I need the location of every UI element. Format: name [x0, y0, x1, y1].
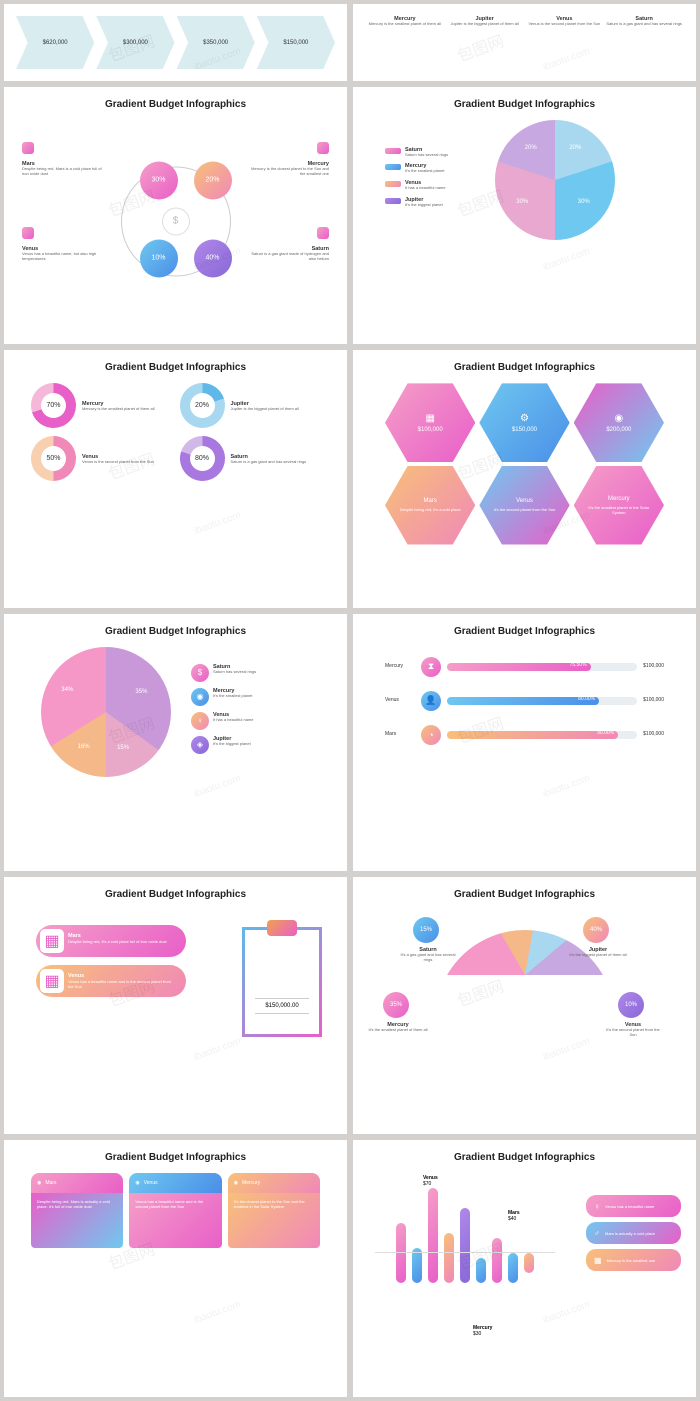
chart-column	[428, 1188, 438, 1283]
pill-item: ▦MarsDespite being red, it's a cold plac…	[36, 925, 186, 957]
planet-item: MercuryMercury is the smallest planet of…	[365, 16, 445, 27]
ring-bubble: 40%	[194, 239, 232, 277]
calculator-icon: ▦	[40, 969, 64, 993]
slide-pills: Gradient Budget Infographics ▦MarsDespit…	[4, 877, 347, 1134]
chart-column	[444, 1233, 454, 1283]
legend-item: VenusIt has a beautiful name	[385, 180, 475, 191]
calculator-icon: ▦	[40, 929, 64, 953]
chart-column	[508, 1253, 518, 1283]
hex-item: ◉$200,000	[574, 383, 664, 462]
info-card: ♀Venus has a beautiful name	[586, 1195, 681, 1217]
slide-title: Gradient Budget Infographics	[16, 362, 335, 373]
slide-donuts: Gradient Budget Infographics 70%MercuryM…	[4, 350, 347, 607]
hex-item: VenusIt's the second planet from the Sun	[479, 466, 569, 545]
slide-title: Gradient Budget Infographics	[365, 1152, 684, 1163]
chart-label: Mars$40	[508, 1210, 520, 1222]
legend-item: $SaturnSaturn has several rings	[191, 664, 256, 682]
legend-item: MercuryIt's the smallest planet	[385, 163, 475, 174]
hex-item: MercuryIt's the smallest planet in the S…	[574, 466, 664, 545]
legend-item: ◉MercuryIt's the smallest planet	[191, 688, 256, 706]
planet-item: SaturnSaturn is a gas giant and has seve…	[604, 16, 684, 27]
slide-columns: Gradient Budget Infographics ♀Venus has …	[353, 1140, 696, 1397]
side-label: MarsDespite being red, Mars is a cold pl…	[22, 142, 102, 177]
clipboard: $150,000.00	[242, 927, 322, 1037]
slide-cards3: Gradient Budget Infographics ◉MarsDespit…	[4, 1140, 347, 1397]
column-chart	[375, 1173, 555, 1283]
pill-item: ▦VenusVenus has a beautiful name and is …	[36, 965, 186, 997]
slide-semi: Gradient Budget Infographics 15% SaturnI…	[353, 877, 696, 1134]
slide-grid: $620,000 $300,000 $350,000 $150,000 包图网i…	[4, 4, 696, 1397]
corner-label: MercuryIt's the smallest planet of them …	[368, 1022, 428, 1033]
pie-chart: 35%15%16%34%	[41, 647, 171, 777]
chart-column	[524, 1253, 534, 1273]
hex-item: ▦$100,000	[385, 383, 475, 462]
slide-title: Gradient Budget Infographics	[16, 889, 335, 900]
slide-arrows: $620,000 $300,000 $350,000 $150,000 包图网i…	[4, 4, 347, 81]
slide-title: Gradient Budget Infographics	[365, 626, 684, 637]
corner-label: SaturnIt's a gas giant and has several r…	[398, 947, 458, 963]
chart-label: Venus$70	[423, 1175, 438, 1187]
corner-label: JupiterIt's the biggest planet of them a…	[568, 947, 628, 958]
ring-bubble: 20%	[194, 161, 232, 199]
slide-title: Gradient Budget Infographics	[365, 362, 684, 373]
hex-item: ⚙$150,000	[479, 383, 569, 462]
donut-item: 50%VenusVenus is the second planet from …	[31, 436, 172, 481]
hex-item: MarsDespite being red, it's a cold place	[385, 466, 475, 545]
chart-column	[492, 1238, 502, 1283]
info-card: ◉MercuryIt's the closest planet to the S…	[228, 1173, 320, 1248]
slide-title: Gradient Budget Infographics	[16, 1152, 335, 1163]
slide-title: Gradient Budget Infographics	[16, 626, 335, 637]
corner-bubble: 10%	[618, 992, 644, 1018]
side-label: MercuryMercury is the closest planet to …	[249, 142, 329, 177]
slide-ring: Gradient Budget Infographics $ 30%20%10%…	[4, 87, 347, 344]
ring-bubble: 30%	[140, 161, 178, 199]
slide-pie2: Gradient Budget Infographics 35%15%16%34…	[4, 614, 347, 871]
corner-bubble: 35%	[383, 992, 409, 1018]
slide-hex: Gradient Budget Infographics ▦$100,000⚙$…	[353, 350, 696, 607]
corner-bubble: 15%	[413, 917, 439, 943]
ring-bubble: 10%	[140, 239, 178, 277]
legend-item: JupiterIt's the biggest planet	[385, 197, 475, 208]
chart-column	[412, 1248, 422, 1283]
slide-title: Gradient Budget Infographics	[365, 99, 684, 110]
legend-item: ♀VenusIt has a beautiful name	[191, 712, 256, 730]
side-label: VenusVenus has a beautiful name, but als…	[22, 227, 102, 262]
pie-chart: 20%30%30%20%	[495, 120, 615, 240]
corner-bubble: 40%	[583, 917, 609, 943]
arrow-val: $300,000	[96, 16, 174, 69]
chart-column	[396, 1223, 406, 1283]
legend-item: ◈JupiterIt's the biggest planet	[191, 736, 256, 754]
progress-bar: Mars◔90.00%$100,000	[385, 725, 664, 745]
arrow-val: $150,000	[257, 16, 335, 69]
info-card: ◉VenusVenus has a beautiful name and is …	[129, 1173, 221, 1248]
donut-item: 80%SaturnSaturn is a gas giant and has s…	[180, 436, 321, 481]
info-card: ♂Mars is actually a cold place	[586, 1222, 681, 1244]
corner-label: VenusIt's the second planet from the Sun	[603, 1022, 663, 1038]
planet-item: JupiterJupiter is the biggest planet of …	[445, 16, 525, 27]
arrow-val: $350,000	[177, 16, 255, 69]
chart-label: Mercury$30	[473, 1325, 492, 1337]
semi-donut	[435, 930, 615, 1020]
donut-item: 70%MercuryMercury is the smallest planet…	[31, 383, 172, 428]
arrow-val: $620,000	[16, 16, 94, 69]
chart-column	[460, 1208, 470, 1283]
slide-planets: MercuryMercury is the smallest planet of…	[353, 4, 696, 81]
info-card: ▦Mercury is the smallest one	[586, 1249, 681, 1271]
chart-column	[476, 1258, 486, 1283]
slide-bars: Gradient Budget Infographics Mercury⧗75.…	[353, 614, 696, 871]
progress-bar: Venus👤80.00%$100,000	[385, 691, 664, 711]
slide-title: Gradient Budget Infographics	[16, 99, 335, 110]
planet-item: VenusVenus is the second planet from the…	[525, 16, 605, 27]
info-card: ◉MarsDespite being red, Mars is actually…	[31, 1173, 123, 1248]
slide-title: Gradient Budget Infographics	[365, 889, 684, 900]
donut-item: 20%JupiterJupiter is the biggest planet …	[180, 383, 321, 428]
progress-bar: Mercury⧗75.50%$100,000	[385, 657, 664, 677]
clipboard-value: $150,000.00	[255, 998, 309, 1014]
side-label: SaturnSaturn is a gas giant made of hydr…	[249, 227, 329, 262]
slide-pie1: Gradient Budget Infographics SaturnSatur…	[353, 87, 696, 344]
legend-item: SaturnSaturn has several rings	[385, 147, 475, 158]
ring-chart: $ 30%20%10%40%	[121, 166, 231, 276]
